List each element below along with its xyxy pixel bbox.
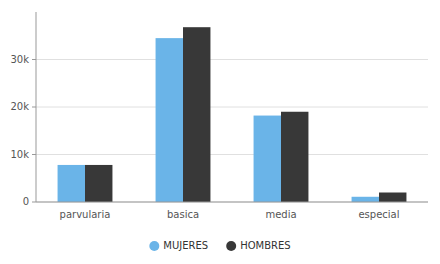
y-tick-label: 20k: [10, 101, 29, 112]
bars: [58, 27, 407, 202]
y-tick-label: 10k: [10, 149, 29, 160]
legend-marker: [226, 241, 236, 251]
bar: [58, 165, 85, 202]
legend: MUJERES HOMBRES: [149, 240, 290, 251]
y-tick: [32, 202, 36, 203]
bar: [281, 112, 308, 202]
bar: [254, 116, 281, 202]
legend-item: MUJERES: [149, 240, 208, 251]
grid-line: [36, 154, 428, 155]
y-axis: 0 10k 20k 30k: [10, 12, 36, 207]
grid-line: [36, 202, 428, 203]
legend-label: MUJERES: [163, 240, 208, 251]
legend-label: HOMBRES: [240, 240, 291, 251]
legend-item: HOMBRES: [226, 240, 291, 251]
x-tick-label: parvularia: [60, 209, 111, 220]
x-axis: parvularia basica media especial: [36, 202, 428, 220]
x-axis-line: [36, 202, 428, 203]
chart: 0 10k 20k 30k parvularia basica media especial M…: [0, 0, 440, 264]
y-tick-label: 30k: [10, 54, 29, 65]
y-axis-line: [36, 12, 37, 202]
x-tick-label: basica: [167, 209, 199, 220]
grid: [36, 60, 428, 203]
y-tick: [32, 107, 36, 108]
grid-line: [36, 59, 428, 60]
x-tick-label: media: [265, 209, 296, 220]
bar: [379, 193, 406, 203]
bar: [85, 165, 112, 202]
y-tick-label: 0: [23, 196, 29, 207]
bar: [183, 27, 210, 202]
legend-marker: [149, 241, 159, 251]
grid-line: [36, 107, 428, 108]
bar: [156, 38, 183, 202]
bar: [352, 197, 379, 202]
y-tick: [32, 59, 36, 60]
y-tick: [32, 154, 36, 155]
x-tick-label: especial: [358, 209, 399, 220]
